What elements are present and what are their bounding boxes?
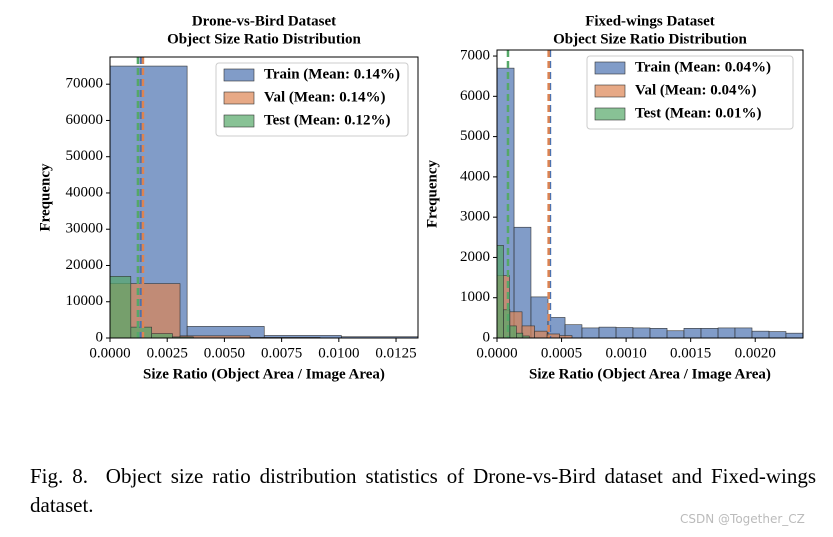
histogram-bar xyxy=(522,335,530,338)
histogram-bar xyxy=(509,325,517,338)
histogram-bar xyxy=(666,330,685,338)
histogram-bar xyxy=(734,327,753,338)
histogram-bar xyxy=(751,330,770,338)
x-axis-label: Size Ratio (Object Area / Image Area) xyxy=(143,366,385,382)
legend-label: Train (Mean: 0.04%) xyxy=(635,59,771,75)
histogram-bar xyxy=(581,327,600,338)
x-tick-label: 0.0025 xyxy=(147,345,188,361)
y-tick-label: 70000 xyxy=(66,76,104,92)
legend-label: Test (Mean: 0.12%) xyxy=(264,112,391,128)
histogram-bar xyxy=(186,326,265,338)
y-tick-label: 50000 xyxy=(66,148,104,164)
histogram-bar xyxy=(497,245,504,338)
y-tick-label: 5000 xyxy=(460,128,490,144)
x-tick-label: 0.0100 xyxy=(318,345,359,361)
legend-swatch xyxy=(223,68,255,82)
y-tick-label: 1000 xyxy=(460,289,490,305)
legend-swatch xyxy=(594,107,626,121)
histogram-bar xyxy=(503,309,511,338)
y-tick-label: 20000 xyxy=(66,257,104,273)
histogram-bar xyxy=(110,276,132,338)
y-tick-label: 60000 xyxy=(66,112,104,128)
legend-label: Val (Mean: 0.14%) xyxy=(264,89,386,105)
x-tick-label: 0.0020 xyxy=(735,345,776,361)
chart-title: Fixed-wings Dataset xyxy=(585,13,715,29)
histogram-bar xyxy=(513,226,532,338)
y-tick-label: 2000 xyxy=(460,249,490,265)
histogram-bar xyxy=(172,336,194,338)
axes-frame xyxy=(109,56,419,339)
legend-swatch xyxy=(594,61,626,75)
y-tick-label: 30000 xyxy=(66,221,104,237)
histogram-bar xyxy=(785,332,803,338)
legend-label: Test (Mean: 0.01%) xyxy=(635,105,762,121)
x-axis-label: Size Ratio (Object Area / Image Area) xyxy=(529,366,771,382)
histogram-bar xyxy=(516,332,524,338)
y-tick-label: 40000 xyxy=(66,184,104,200)
y-tick-label: 0 xyxy=(96,329,104,345)
histogram-bar xyxy=(768,331,787,338)
histogram-bar xyxy=(559,335,573,338)
histogram-bar xyxy=(151,333,173,338)
histogram-bar xyxy=(598,326,617,338)
y-tick-label: 6000 xyxy=(460,88,490,104)
y-tick-label: 3000 xyxy=(460,209,490,225)
chart-subtitle: Object Size Ratio Distribution xyxy=(167,31,361,47)
histogram-bar xyxy=(700,328,719,338)
legend-label: Val (Mean: 0.04%) xyxy=(635,82,757,98)
x-tick-label: 0.0000 xyxy=(476,345,517,361)
histogram-bar xyxy=(615,327,634,338)
chart-subtitle: Object Size Ratio Distribution xyxy=(553,31,747,47)
caption: Fig. 8. Object size ratio distribution s… xyxy=(30,464,822,517)
x-tick-label: 0.0015 xyxy=(670,345,711,361)
watermark: CSDN @Together_CZ xyxy=(680,512,805,526)
axes-frame xyxy=(496,49,804,339)
y-tick-label: 4000 xyxy=(460,168,490,184)
legend-swatch xyxy=(223,91,255,105)
histogram-bar xyxy=(683,328,702,338)
legend-label: Train (Mean: 0.14%) xyxy=(264,66,400,82)
y-axis-label: Frequency xyxy=(424,159,440,228)
legend xyxy=(586,55,794,130)
y-tick-label: 0 xyxy=(483,329,491,345)
histogram-bar xyxy=(717,327,736,338)
x-tick-label: 0.0050 xyxy=(204,345,245,361)
x-tick-label: 0.0010 xyxy=(605,345,646,361)
legend-swatch xyxy=(223,114,255,128)
x-tick-label: 0.0005 xyxy=(541,345,582,361)
histogram-bar xyxy=(534,330,548,338)
x-tick-label: 0.0125 xyxy=(375,345,416,361)
y-axis-label: Frequency xyxy=(37,163,53,232)
x-tick-label: 0.0075 xyxy=(261,345,302,361)
y-tick-label: 7000 xyxy=(460,47,490,63)
histogram-bar xyxy=(632,327,651,338)
y-tick-label: 10000 xyxy=(66,293,104,309)
chart-title: Drone-vs-Bird Dataset xyxy=(192,13,336,29)
legend xyxy=(215,62,409,137)
x-tick-label: 0.0000 xyxy=(89,345,130,361)
legend-swatch xyxy=(594,84,626,98)
figure: Drone-vs-Bird Dataset Object Size Ratio D… xyxy=(37,13,804,382)
histogram-bar xyxy=(649,328,668,338)
